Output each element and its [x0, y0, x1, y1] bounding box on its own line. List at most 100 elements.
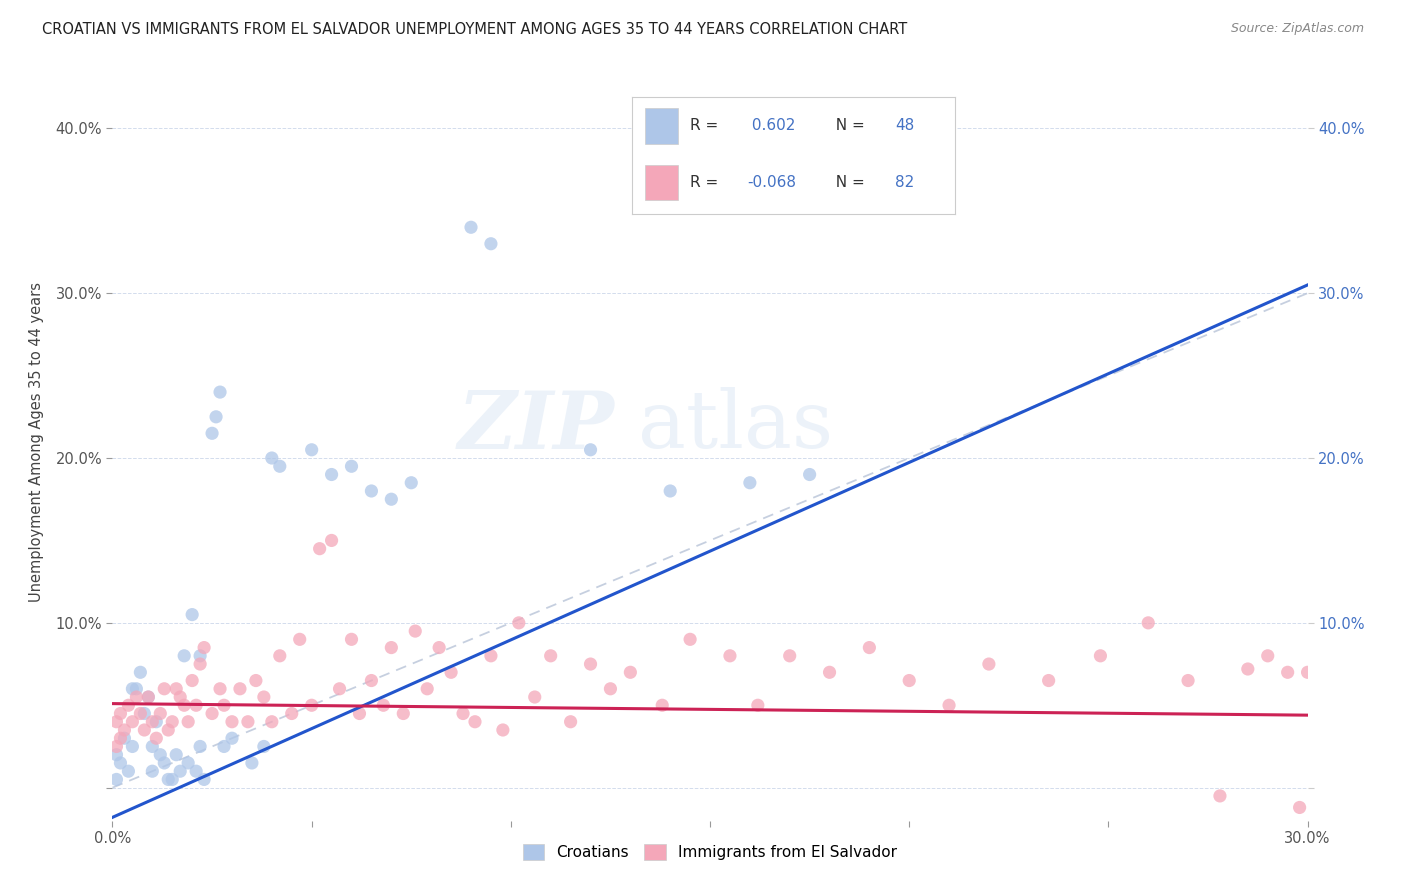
Point — [121, 739, 143, 754]
Point — [212, 739, 235, 754]
Point — [321, 467, 343, 482]
Point — [288, 632, 311, 647]
Point — [110, 706, 132, 721]
Point — [738, 475, 761, 490]
Point — [149, 706, 172, 721]
Point — [121, 681, 143, 696]
Point — [938, 698, 960, 713]
Point — [141, 739, 163, 754]
Point — [269, 459, 291, 474]
Point — [360, 673, 382, 688]
Point — [141, 714, 163, 729]
Point — [401, 475, 423, 490]
Point — [110, 756, 132, 770]
Point — [240, 756, 263, 770]
Point — [1257, 648, 1279, 663]
Point — [114, 731, 135, 746]
Point — [138, 690, 160, 704]
Point — [380, 492, 402, 507]
Point — [679, 632, 702, 647]
Point — [1090, 648, 1112, 663]
Point — [560, 714, 582, 729]
Point — [188, 648, 211, 663]
Point — [451, 706, 474, 721]
Point — [659, 483, 682, 498]
Point — [1038, 673, 1060, 688]
Point — [157, 723, 180, 737]
Point — [1209, 789, 1232, 803]
Text: ZIP: ZIP — [457, 388, 614, 465]
Point — [177, 714, 200, 729]
Point — [186, 698, 208, 713]
Point — [173, 698, 195, 713]
Point — [145, 731, 167, 746]
Point — [110, 731, 132, 746]
Point — [229, 681, 252, 696]
Point — [193, 640, 215, 655]
Point — [149, 747, 172, 762]
Point — [141, 764, 163, 779]
Point — [380, 640, 402, 655]
Y-axis label: Unemployment Among Ages 35 to 44 years: Unemployment Among Ages 35 to 44 years — [30, 282, 45, 601]
Point — [253, 690, 276, 704]
Point — [579, 657, 602, 671]
Point — [540, 648, 562, 663]
Point — [779, 648, 801, 663]
Point — [404, 624, 426, 639]
Point — [818, 665, 841, 680]
Point — [308, 541, 330, 556]
Point — [221, 714, 243, 729]
Point — [162, 714, 183, 729]
Point — [1177, 673, 1199, 688]
Point — [464, 714, 486, 729]
Point — [117, 764, 139, 779]
Point — [145, 714, 167, 729]
Point — [117, 698, 139, 713]
Point — [186, 764, 208, 779]
Text: Source: ZipAtlas.com: Source: ZipAtlas.com — [1230, 22, 1364, 36]
Point — [523, 690, 546, 704]
Point — [138, 690, 160, 704]
Point — [165, 747, 187, 762]
Point — [221, 731, 243, 746]
Point — [236, 714, 259, 729]
Point — [269, 648, 291, 663]
Point — [121, 714, 143, 729]
Point — [1277, 665, 1299, 680]
Point — [460, 220, 482, 235]
Point — [201, 426, 224, 441]
Legend: Croatians, Immigrants from El Salvador: Croatians, Immigrants from El Salvador — [517, 838, 903, 866]
Point — [1237, 662, 1260, 676]
Point — [321, 533, 343, 548]
Point — [260, 714, 283, 729]
Point — [105, 772, 128, 787]
Point — [181, 673, 204, 688]
Point — [440, 665, 463, 680]
Text: CROATIAN VS IMMIGRANTS FROM EL SALVADOR UNEMPLOYMENT AMONG AGES 35 TO 44 YEARS C: CROATIAN VS IMMIGRANTS FROM EL SALVADOR … — [42, 22, 907, 37]
Point — [105, 714, 128, 729]
Point — [360, 483, 382, 498]
Point — [619, 665, 641, 680]
Point — [260, 450, 283, 465]
Point — [114, 723, 135, 737]
Point — [245, 673, 267, 688]
Point — [253, 739, 276, 754]
Point — [181, 607, 204, 622]
Point — [188, 657, 211, 671]
Point — [134, 706, 156, 721]
Point — [651, 698, 673, 713]
Point — [125, 681, 148, 696]
Point — [169, 764, 191, 779]
Point — [599, 681, 621, 696]
Point — [579, 442, 602, 457]
Point — [129, 665, 152, 680]
Point — [373, 698, 395, 713]
Point — [129, 706, 152, 721]
Point — [301, 698, 323, 713]
Point — [858, 640, 880, 655]
Point — [427, 640, 450, 655]
Point — [209, 681, 232, 696]
Point — [157, 772, 180, 787]
Point — [153, 681, 176, 696]
Point — [492, 723, 515, 737]
